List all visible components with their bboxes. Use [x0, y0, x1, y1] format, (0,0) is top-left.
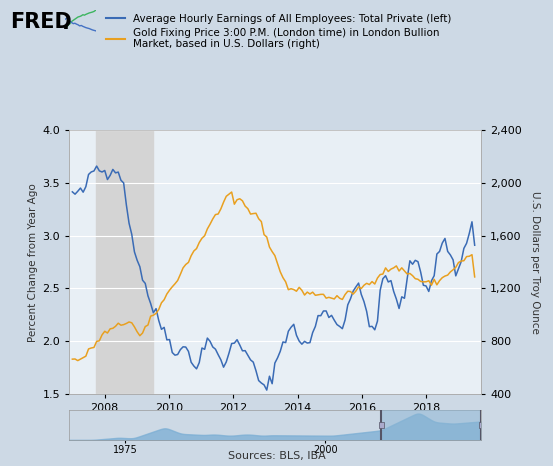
Text: .: .	[62, 13, 70, 33]
Y-axis label: U.S. Dollars per Troy Ounce: U.S. Dollars per Troy Ounce	[530, 191, 540, 334]
Text: FRED: FRED	[10, 12, 72, 32]
Text: Sources: BLS, IBA: Sources: BLS, IBA	[228, 452, 325, 461]
Bar	[379, 422, 384, 428]
Y-axis label: Percent Change from Year Ago: Percent Change from Year Ago	[28, 183, 38, 342]
Bar	[96, 130, 153, 394]
Bar	[479, 422, 483, 428]
Bar	[381, 410, 481, 440]
Legend: Average Hourly Earnings of All Employees: Total Private (left), Gold Fixing Pric: Average Hourly Earnings of All Employees…	[102, 10, 456, 54]
